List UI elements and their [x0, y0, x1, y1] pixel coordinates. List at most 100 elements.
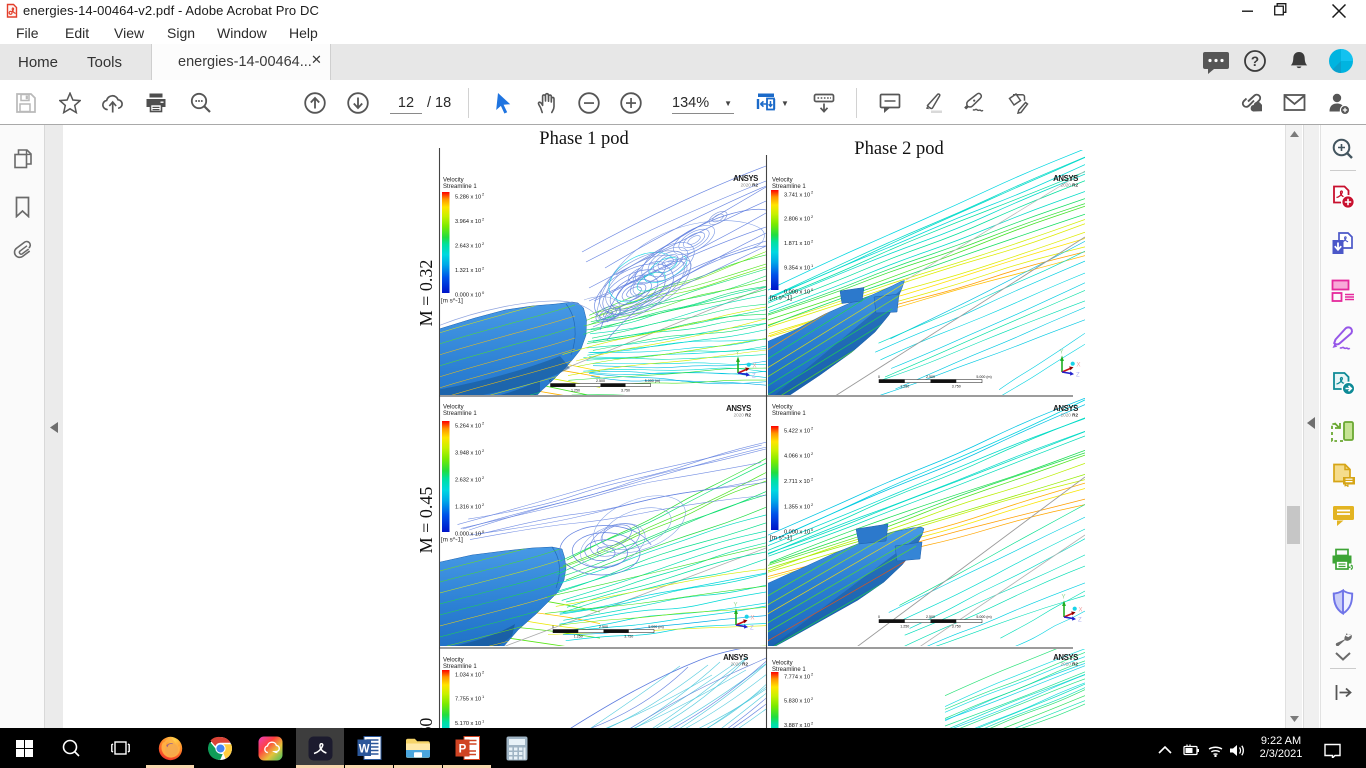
svg-text:3.750: 3.750 [624, 635, 633, 639]
svg-text:X: X [1077, 363, 1081, 369]
svg-text:Y: Y [735, 351, 739, 357]
svg-text:[m s^-1]: [m s^-1] [441, 537, 463, 544]
svg-text:X: X [1079, 608, 1083, 614]
svg-text:0: 0 [482, 290, 485, 295]
svg-text:Velocity: Velocity [772, 405, 793, 411]
svg-text:0: 0 [482, 529, 485, 534]
svg-text:1: 1 [482, 694, 485, 699]
svg-text:1.250: 1.250 [900, 625, 909, 629]
svg-text:1: 1 [811, 263, 814, 268]
svg-text:2.711 x 10: 2.711 x 10 [784, 479, 810, 485]
svg-text:1.316 x 10: 1.316 x 10 [455, 505, 481, 511]
svg-text:ANSYS: ANSYS [726, 404, 751, 413]
svg-text:Z: Z [1078, 618, 1082, 624]
svg-text:2: 2 [482, 192, 485, 197]
svg-text:2: 2 [811, 426, 814, 431]
svg-text:5.830 x 10: 5.830 x 10 [784, 699, 810, 705]
svg-text:5.000 (m): 5.000 (m) [976, 615, 991, 619]
svg-text:1.034 x 10: 1.034 x 10 [455, 672, 481, 678]
svg-text:2: 2 [811, 672, 814, 677]
svg-text:1.321 x 10: 1.321 x 10 [455, 268, 481, 274]
svg-text:3.750: 3.750 [621, 389, 630, 393]
svg-text:0: 0 [811, 287, 814, 292]
svg-text:2: 2 [811, 720, 814, 725]
svg-text:Streamline 1: Streamline 1 [443, 184, 477, 190]
svg-text:2: 2 [482, 421, 485, 426]
svg-text:Streamline 1: Streamline 1 [443, 411, 477, 417]
svg-text:4.066 x 10: 4.066 x 10 [784, 454, 810, 460]
svg-text:ANSYS: ANSYS [723, 653, 748, 662]
svg-text:2: 2 [482, 448, 485, 453]
svg-text:Y: Y [733, 603, 737, 609]
svg-text:1.250: 1.250 [571, 389, 580, 393]
svg-text:2: 2 [811, 190, 814, 195]
svg-text:2: 2 [482, 216, 485, 221]
svg-text:7.755 x 10: 7.755 x 10 [455, 697, 481, 703]
svg-text:2020 R2: 2020 R2 [731, 662, 749, 667]
svg-text:Streamline 1: Streamline 1 [772, 411, 806, 417]
svg-text:Velocity: Velocity [772, 178, 793, 184]
svg-text:X: X [753, 364, 757, 370]
svg-text:1.871 x 10: 1.871 x 10 [784, 241, 810, 247]
svg-text:Phase 2 pod: Phase 2 pod [854, 139, 944, 159]
svg-text:2: 2 [482, 241, 485, 246]
svg-text:M = 0.60: M = 0.60 [416, 718, 436, 728]
svg-text:5.000 (m): 5.000 (m) [976, 375, 991, 379]
svg-text:0: 0 [811, 527, 814, 532]
svg-text:Y: Y [1059, 350, 1063, 356]
svg-text:2.500: 2.500 [926, 615, 935, 619]
svg-text:2020 R2: 2020 R2 [741, 183, 759, 188]
svg-text:0: 0 [550, 379, 552, 383]
svg-text:Z: Z [752, 374, 756, 380]
svg-text:Streamline 1: Streamline 1 [772, 667, 806, 673]
svg-text:W: W [359, 743, 370, 755]
svg-text:2: 2 [482, 475, 485, 480]
svg-text:3.741 x 10: 3.741 x 10 [784, 192, 810, 198]
svg-text:ANSYS: ANSYS [1053, 653, 1078, 662]
svg-text:0.000 x 10: 0.000 x 10 [455, 532, 481, 538]
svg-text:9.354 x 10: 9.354 x 10 [784, 265, 810, 271]
svg-text:Velocity: Velocity [443, 658, 464, 664]
svg-text:2.806 x 10: 2.806 x 10 [784, 217, 810, 223]
svg-text:Velocity: Velocity [443, 405, 464, 411]
svg-text:5.000 (m): 5.000 (m) [645, 379, 660, 383]
svg-text:M = 0.45: M = 0.45 [416, 487, 436, 554]
svg-text:X: X [751, 616, 755, 622]
svg-text:5.422 x 10: 5.422 x 10 [784, 428, 810, 434]
svg-text:2.643 x 10: 2.643 x 10 [455, 244, 481, 250]
svg-text:2.500: 2.500 [926, 375, 935, 379]
svg-text:3.887 x 10: 3.887 x 10 [784, 723, 810, 728]
svg-text:3.964 x 10: 3.964 x 10 [455, 219, 481, 225]
svg-text:2: 2 [482, 670, 485, 675]
svg-text:[m s^-1]: [m s^-1] [441, 298, 463, 305]
svg-text:[m s^-1]: [m s^-1] [770, 535, 792, 542]
svg-text:M = 0.32: M = 0.32 [416, 260, 436, 327]
svg-text:Streamline 1: Streamline 1 [443, 664, 477, 670]
svg-text:3.750: 3.750 [952, 385, 961, 389]
svg-text:Z: Z [750, 626, 754, 632]
svg-text:3.750: 3.750 [952, 625, 961, 629]
svg-text:5.000 (m): 5.000 (m) [648, 625, 663, 629]
svg-text:Y: Y [1061, 595, 1065, 601]
svg-text:Velocity: Velocity [772, 661, 793, 667]
svg-text:7.774 x 10: 7.774 x 10 [784, 674, 810, 680]
svg-text:2020 R2: 2020 R2 [1061, 413, 1079, 418]
svg-text:2020 R2: 2020 R2 [1061, 183, 1079, 188]
svg-text:ANSYS: ANSYS [1053, 174, 1078, 183]
svg-text:0.000 x 10: 0.000 x 10 [784, 530, 810, 536]
svg-text:ANSYS: ANSYS [1053, 404, 1078, 413]
svg-text:2020 R2: 2020 R2 [734, 413, 752, 418]
svg-text:2020 R2: 2020 R2 [1061, 662, 1079, 667]
svg-text:Velocity: Velocity [443, 178, 464, 184]
svg-text:5.170 x 10: 5.170 x 10 [455, 721, 481, 727]
svg-text:0: 0 [552, 625, 554, 629]
svg-text:1: 1 [482, 718, 485, 723]
svg-text:Z: Z [1076, 373, 1080, 379]
svg-text:2: 2 [811, 502, 814, 507]
svg-text:0.000 x 10: 0.000 x 10 [455, 293, 481, 299]
svg-text:0: 0 [878, 615, 880, 619]
svg-text:ANSYS: ANSYS [733, 174, 758, 183]
svg-text:[m s^-1]: [m s^-1] [770, 295, 792, 302]
svg-text:2.632 x 10: 2.632 x 10 [455, 478, 481, 484]
svg-text:2: 2 [811, 214, 814, 219]
